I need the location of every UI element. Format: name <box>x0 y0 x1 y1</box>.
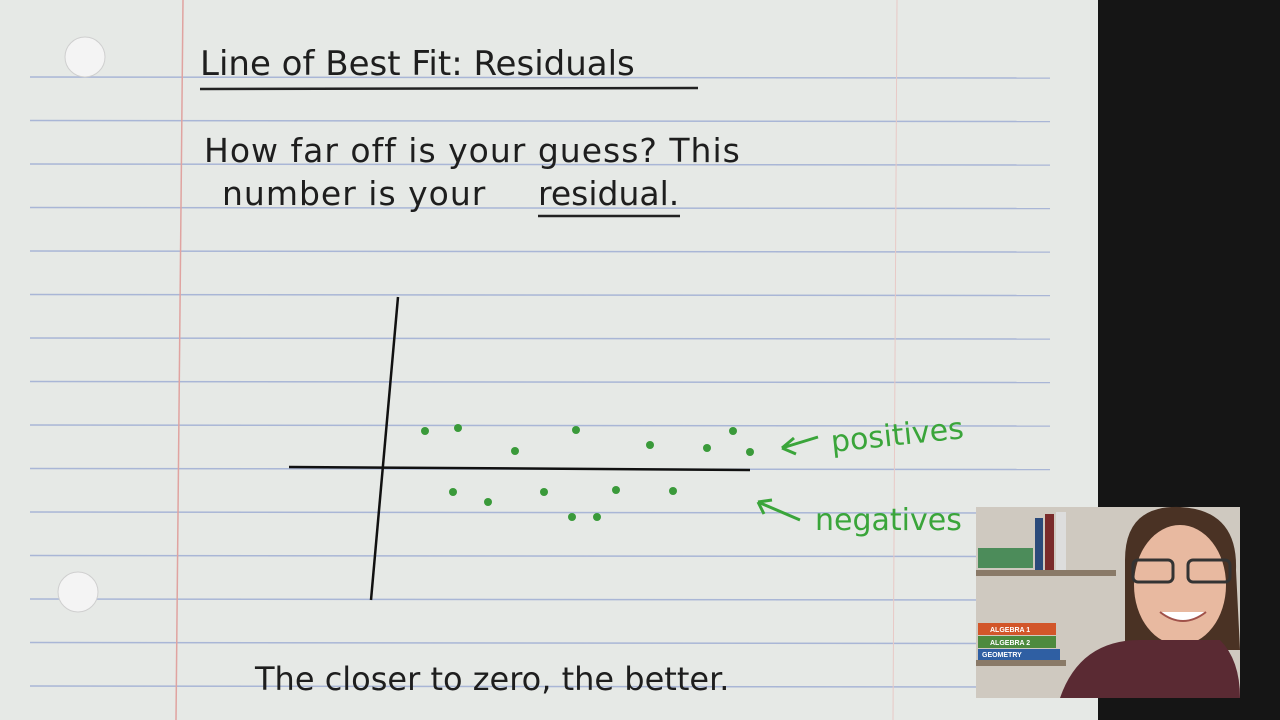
points <box>421 424 754 521</box>
point <box>572 426 580 434</box>
point <box>746 448 754 456</box>
body-text: How far off is your guess? This <box>204 131 741 170</box>
webcam: ALGEBRA 1 ALGEBRA 2 GEOMETRY <box>976 506 1240 698</box>
ruled-line <box>29 424 1051 427</box>
point <box>729 427 737 435</box>
arrow <box>781 435 819 456</box>
book <box>978 623 1056 635</box>
face <box>1134 525 1226 645</box>
point <box>612 486 620 494</box>
body-text: number is your <box>222 174 486 213</box>
point <box>540 488 548 496</box>
shelf <box>976 660 1066 666</box>
ruled-line <box>29 685 1051 688</box>
punch-hole <box>57 571 99 613</box>
ruled-line <box>29 641 1051 645</box>
title: Line of Best Fit: Residuals <box>200 44 635 84</box>
book <box>1035 518 1043 570</box>
ruled-line <box>29 119 1051 123</box>
ruled-line <box>29 380 1051 384</box>
book-label: ALGEBRA 1 <box>990 627 1030 634</box>
arrow <box>756 498 801 522</box>
emphasis: residual. <box>538 174 679 213</box>
ruled-line <box>29 206 1051 210</box>
paper <box>0 0 1098 720</box>
point <box>454 424 462 432</box>
point <box>484 498 492 506</box>
ruled-line <box>29 598 1051 601</box>
glasses <box>1131 558 1175 584</box>
ruled-line <box>29 337 1051 340</box>
point <box>421 427 429 435</box>
ruled-line <box>29 293 1051 297</box>
book <box>978 548 1033 568</box>
point <box>669 487 677 495</box>
punch-hole <box>64 36 106 78</box>
ruled-line <box>29 554 1051 558</box>
footer-text: The closer to zero, the better. <box>254 660 729 698</box>
ruled-line <box>29 511 1051 514</box>
point <box>646 441 654 449</box>
book-label: GEOMETRY <box>982 652 1022 659</box>
book <box>1056 512 1066 570</box>
margin-line <box>892 0 898 720</box>
point <box>449 488 457 496</box>
arrows <box>756 435 819 522</box>
ruled-line <box>29 76 1051 79</box>
point <box>703 444 711 452</box>
point <box>511 447 519 455</box>
shelf <box>976 570 1116 576</box>
shirt <box>1060 640 1240 698</box>
book <box>1045 514 1054 570</box>
point <box>593 513 601 521</box>
book <box>978 636 1056 648</box>
ruled-line <box>29 163 1051 166</box>
ruled-line <box>29 250 1051 253</box>
glasses <box>1186 558 1232 584</box>
y-axis <box>369 296 400 601</box>
smile <box>1159 611 1207 622</box>
book <box>978 649 1060 660</box>
margin-line <box>175 0 184 720</box>
negatives-label: negatives <box>815 503 962 538</box>
title-underline <box>199 86 699 91</box>
book-label: ALGEBRA 2 <box>990 640 1030 647</box>
point <box>568 513 576 521</box>
x-axis <box>288 465 751 472</box>
